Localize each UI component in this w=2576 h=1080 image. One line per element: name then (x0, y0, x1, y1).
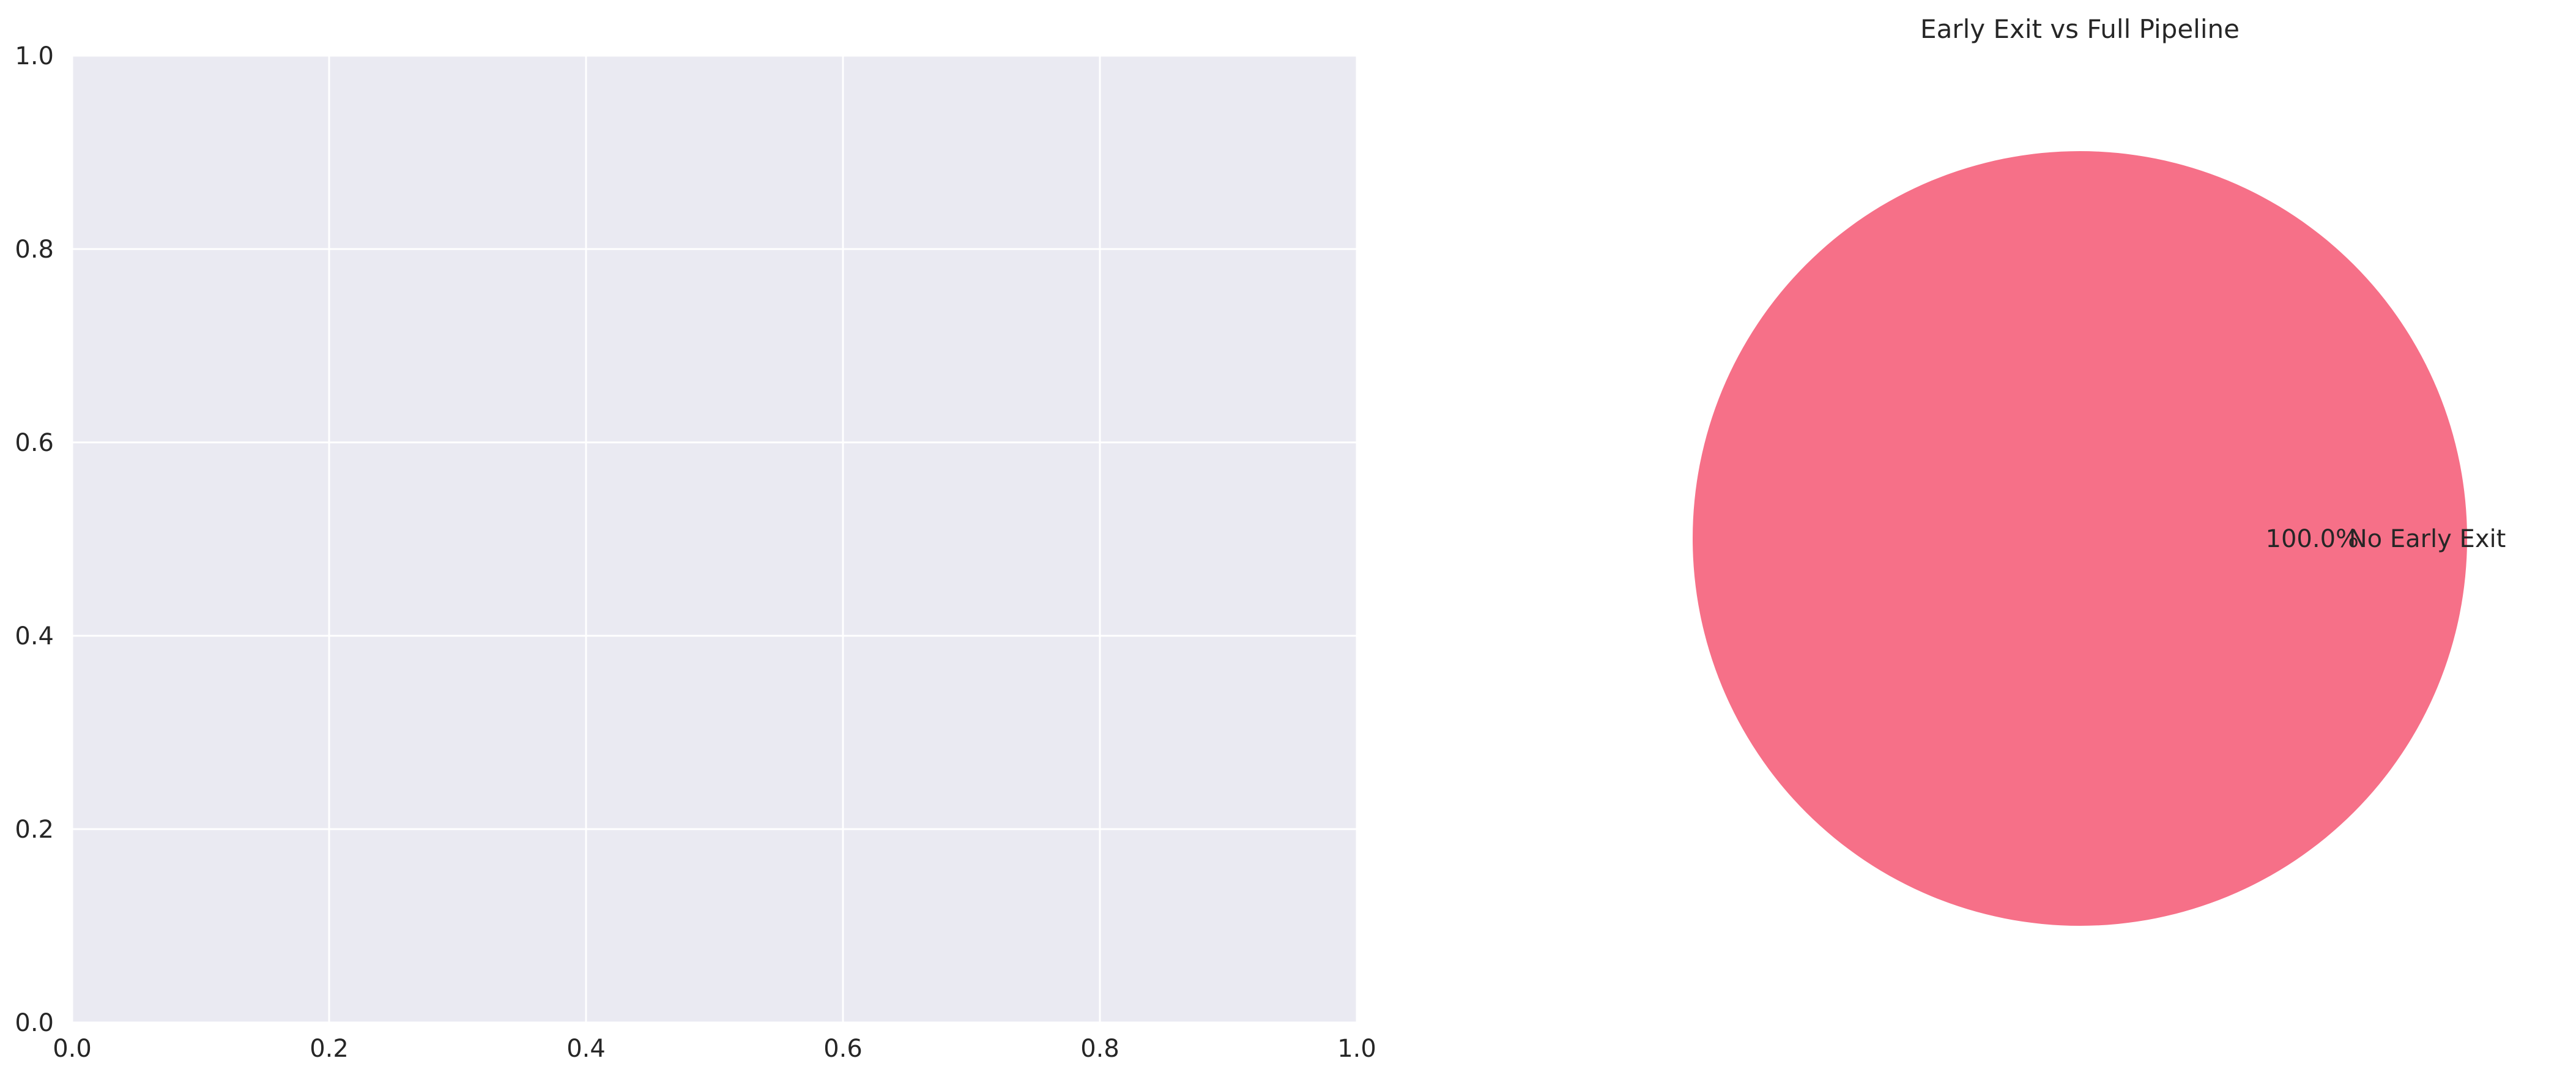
left-y-tick-labels: 0.0 0.2 0.4 0.6 0.8 1.0 (15, 42, 54, 1037)
y-tick-label: 1.0 (15, 42, 54, 70)
y-tick-label: 0.6 (15, 429, 54, 457)
left-gridlines (71, 54, 1358, 1024)
x-tick-label: 0.0 (53, 1035, 92, 1063)
x-tick-label: 1.0 (1337, 1035, 1376, 1063)
y-tick-label: 0.4 (15, 622, 54, 650)
pie-title: Early Exit vs Full Pipeline (1920, 14, 2240, 44)
left-plot-area (72, 56, 1357, 1022)
x-tick-label: 0.6 (823, 1035, 863, 1063)
x-tick-label: 0.8 (1080, 1035, 1119, 1063)
y-tick-label: 0.8 (15, 236, 54, 264)
pie-slice (1693, 151, 2467, 926)
left-x-tick-labels: 0.0 0.2 0.4 0.6 0.8 1.0 (53, 1035, 1376, 1063)
pie-axes: Early Exit vs Full Pipeline No Early Exi… (1693, 14, 2506, 926)
x-tick-label: 0.2 (310, 1035, 349, 1063)
pie-category-label: No Early Exit (2349, 525, 2506, 553)
y-tick-label: 0.0 (15, 1009, 54, 1037)
y-tick-label: 0.2 (15, 816, 54, 844)
left-axes: 0.0 0.2 0.4 0.6 0.8 1.0 0.0 0.2 0.4 0.6 0.8 1.0 (15, 42, 1376, 1063)
pie-slices (1693, 151, 2467, 926)
pie-percent-label: 100.0% (2266, 525, 2359, 553)
x-tick-label: 0.4 (566, 1035, 606, 1063)
